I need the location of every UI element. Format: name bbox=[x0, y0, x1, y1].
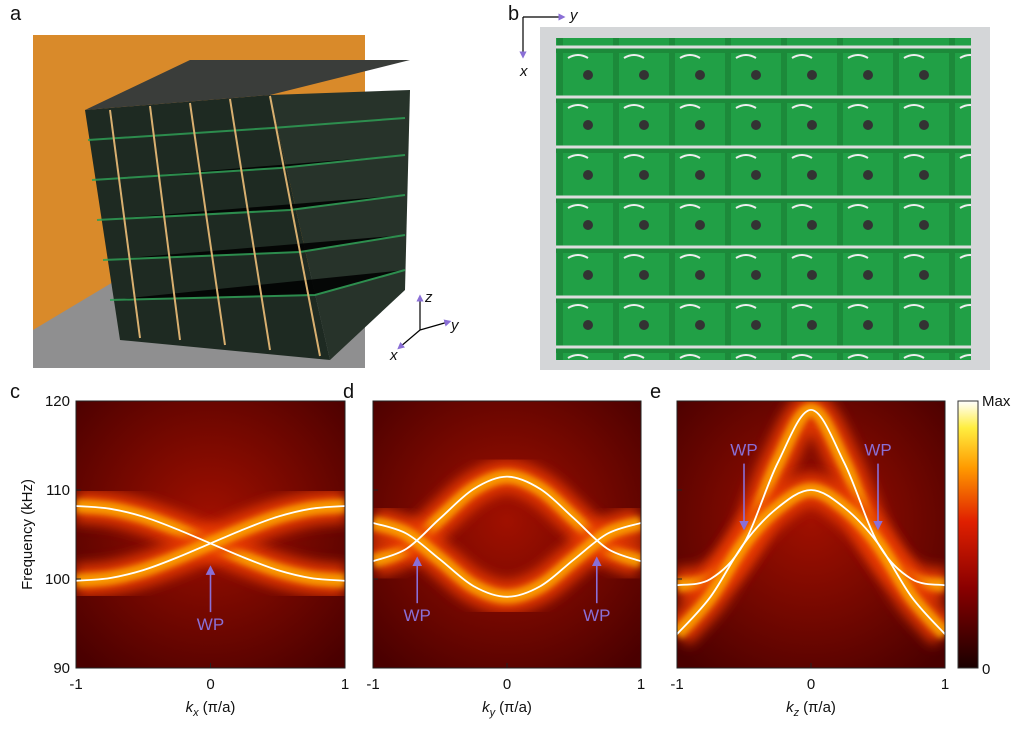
y-axis-label: Frequency (kHz) bbox=[19, 479, 36, 590]
x-tick-label: 1 bbox=[341, 676, 349, 693]
panel-letter: e bbox=[650, 381, 661, 403]
figure: Max 0 azyxbyx-10190100110120Frequency (k… bbox=[0, 0, 1026, 724]
x-tick-label: 0 bbox=[807, 676, 815, 693]
annotation: WP bbox=[730, 441, 757, 460]
x-label-sub: x bbox=[192, 707, 199, 719]
x-label-sub: z bbox=[793, 707, 800, 719]
axis-glyph: x bbox=[519, 63, 528, 80]
annotation: WP bbox=[404, 606, 431, 625]
annotation: WP bbox=[864, 441, 891, 460]
x-tick-label: 0 bbox=[206, 676, 214, 693]
y-tick-label: 110 bbox=[46, 482, 70, 499]
annotation: WP bbox=[197, 615, 224, 634]
plot: -1 0 1 kz(π/a) WP WP bbox=[670, 401, 949, 719]
annotation: WP bbox=[583, 606, 610, 625]
colorbar-min: 0 bbox=[982, 661, 990, 678]
heatmap-bg bbox=[677, 401, 945, 668]
x-tick-label: -1 bbox=[366, 676, 379, 693]
photo-b bbox=[523, 17, 990, 370]
x-axis-label: kx(π/a) bbox=[186, 699, 236, 719]
axis-glyph: y bbox=[450, 317, 460, 334]
axis-glyph: z bbox=[424, 289, 433, 306]
page: Max 0 azyxbyx-10190100110120Frequency (k… bbox=[0, 0, 1026, 729]
x-label-sub: y bbox=[489, 707, 497, 719]
y-tick-label: 100 bbox=[45, 571, 70, 588]
y-tick-label: 90 bbox=[53, 660, 70, 677]
axis-glyph: y bbox=[569, 7, 579, 24]
panel-letter: a bbox=[10, 3, 22, 25]
plot: -1 0 1 ky(π/a) WP WP bbox=[366, 401, 645, 719]
y-tick-label: 120 bbox=[45, 393, 70, 410]
photo-a bbox=[33, 35, 448, 368]
colorbar-max: Max bbox=[982, 393, 1011, 410]
x-tick-label: -1 bbox=[670, 676, 683, 693]
x-tick-label: 1 bbox=[941, 676, 949, 693]
x-tick-label: -1 bbox=[69, 676, 82, 693]
x-tick-label: 1 bbox=[637, 676, 645, 693]
x-axis-label: kz(π/a) bbox=[786, 699, 836, 719]
panel-letter: d bbox=[343, 381, 354, 403]
panel-letter: b bbox=[508, 3, 519, 25]
axis-glyph: x bbox=[389, 347, 398, 364]
colorbar bbox=[958, 401, 978, 668]
x-label-unit: (π/a) bbox=[203, 699, 236, 716]
panel-letter: c bbox=[10, 381, 20, 403]
x-label-unit: (π/a) bbox=[499, 699, 532, 716]
x-tick-label: 0 bbox=[503, 676, 511, 693]
x-label-unit: (π/a) bbox=[803, 699, 836, 716]
x-axis-label: ky(π/a) bbox=[482, 699, 532, 719]
